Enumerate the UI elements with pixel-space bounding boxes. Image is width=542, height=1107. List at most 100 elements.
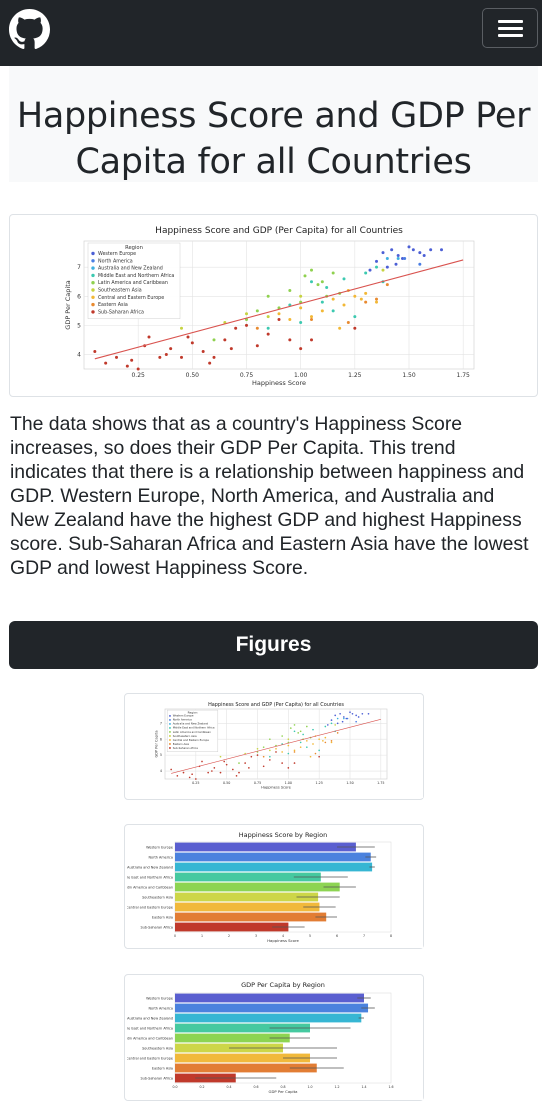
data-point: [208, 361, 212, 365]
data-point: [213, 767, 216, 769]
bar: [175, 922, 289, 932]
data-point: [302, 733, 304, 736]
legend-entry: Central and Eastern Europe: [173, 738, 210, 742]
data-point: [390, 248, 394, 252]
legend-entry: Latin America and Caribbean: [173, 730, 212, 734]
data-point: [212, 355, 216, 359]
legend-entry: North America: [173, 718, 192, 722]
data-point: [287, 744, 290, 747]
data-point: [262, 765, 265, 768]
data-point: [293, 751, 296, 753]
data-point: [277, 312, 281, 316]
data-point: [318, 755, 320, 758]
legend-marker: [91, 310, 95, 314]
x-tick-label: 0.25: [131, 372, 145, 379]
data-point: [269, 759, 271, 761]
bar: [175, 912, 327, 922]
bar: [175, 842, 356, 852]
data-point: [364, 271, 368, 275]
data-point: [310, 318, 313, 322]
x-axis-label: Happiness Score: [261, 785, 291, 789]
data-point: [318, 738, 320, 741]
legend-marker: [91, 281, 95, 285]
data-point: [255, 326, 259, 330]
legend-entry: Middle East and Northern Africa: [98, 273, 174, 279]
legend-marker: [91, 295, 95, 299]
category-label: Western Europe: [146, 845, 173, 849]
x-tick-label: 0.75: [240, 372, 254, 379]
x-tick-label: 1.50: [402, 372, 416, 379]
legend-marker: [91, 251, 95, 256]
data-point: [314, 752, 317, 755]
data-point: [368, 268, 372, 272]
data-point: [266, 332, 270, 336]
data-point: [182, 771, 185, 774]
data-point: [361, 712, 364, 715]
data-point: [158, 355, 162, 359]
data-point: [364, 300, 368, 304]
data-point: [212, 338, 216, 342]
data-point: [330, 739, 333, 742]
data-point: [440, 248, 443, 252]
menu-toggle-button[interactable]: [482, 8, 538, 48]
data-point: [331, 297, 335, 301]
data-point: [341, 720, 344, 723]
x-tick-label: 7: [363, 934, 365, 938]
data-point: [310, 268, 313, 272]
navbar: [0, 0, 542, 66]
github-icon[interactable]: [9, 9, 50, 50]
data-point: [232, 768, 234, 771]
data-point: [306, 746, 308, 749]
figure-thumbnail-gdp[interactable]: GDP Per Capita by Region Western Europe No…: [124, 974, 424, 1101]
x-tick-label: 0.0: [172, 1085, 177, 1089]
figures-button[interactable]: Figures: [9, 621, 538, 669]
legend-marker: [91, 259, 95, 263]
bar: [175, 872, 321, 882]
bar: [175, 1003, 369, 1013]
data-point: [385, 265, 389, 269]
data-point: [422, 254, 426, 258]
data-point: [312, 743, 314, 745]
category-label: Western Europe: [146, 996, 173, 1000]
data-point: [355, 714, 357, 717]
category-label: Latin America and Caribbean: [127, 1036, 173, 1040]
legend-title: Region: [125, 245, 143, 251]
legend-entry: Central and Eastern Europe: [98, 295, 164, 301]
x-tick-label: 0.6: [253, 1085, 258, 1089]
legend-entry: Sub-Saharan Africa: [98, 309, 144, 315]
legend-marker: [169, 735, 171, 737]
data-point: [299, 730, 302, 733]
data-point: [266, 326, 270, 330]
data-point: [277, 318, 281, 322]
data-point: [346, 320, 350, 324]
data-point: [375, 297, 378, 301]
data-point: [169, 347, 173, 351]
data-point: [299, 294, 303, 298]
data-point: [309, 755, 312, 758]
data-point: [256, 747, 259, 750]
data-point: [93, 350, 97, 354]
bar: [175, 1013, 362, 1023]
category-label: Central and Eastern Europe: [127, 1056, 173, 1060]
figure-thumbnail-scatter[interactable]: Happiness Score and GDP (Per Capita) for…: [124, 693, 424, 800]
legend-entry: Latin America and Caribbean: [98, 280, 168, 286]
y-tick-label: 6: [77, 293, 81, 300]
category-label: Australia and New Zealand: [127, 865, 173, 869]
data-point: [346, 717, 349, 720]
data-point: [334, 714, 337, 717]
data-point: [180, 326, 183, 330]
data-point: [288, 338, 292, 342]
data-point: [303, 274, 307, 278]
x-tick-label: 1.00: [285, 781, 292, 785]
data-point: [310, 280, 313, 284]
x-tick-label: 0.8: [280, 1085, 285, 1089]
data-point: [269, 749, 271, 752]
category-label: Sub-Saharan Africa: [140, 925, 173, 929]
x-tick-label: 1.25: [315, 781, 322, 785]
figure-thumbnail-happiness[interactable]: Happiness Score by Region Western Europe N…: [124, 824, 424, 949]
data-point: [269, 755, 271, 758]
legend-box: [166, 709, 219, 752]
data-point: [125, 364, 129, 368]
x-tick-label: 1.50: [346, 781, 353, 785]
category-label: Middle East and Northern Africa: [127, 875, 173, 879]
